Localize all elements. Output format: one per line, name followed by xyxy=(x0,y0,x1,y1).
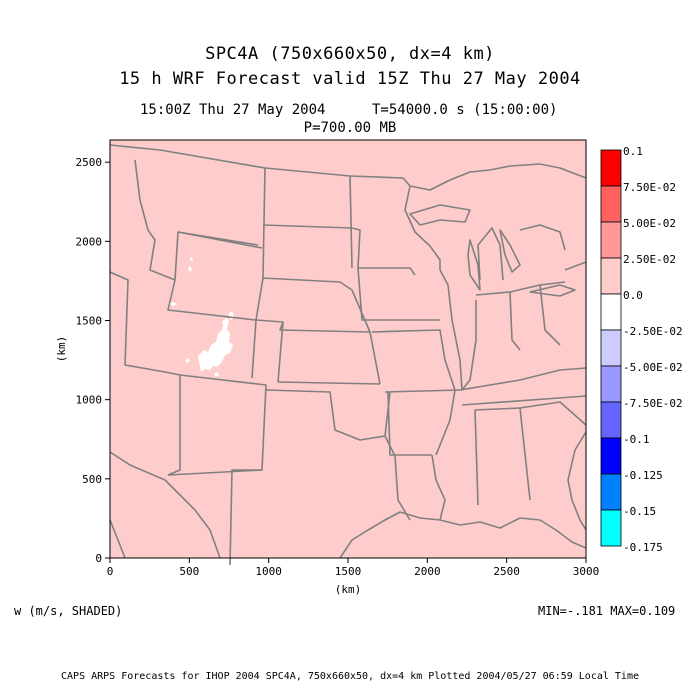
colorbar-label: -0.1 xyxy=(623,433,650,446)
colorbar-label: -7.50E-02 xyxy=(623,397,683,410)
footer-credit: CAPS ARPS Forecasts for IHOP 2004 SPC4A,… xyxy=(61,671,639,682)
chart-title: SPC4A (750x660x50, dx=4 km) xyxy=(205,44,495,64)
x-tick-label: 2000 xyxy=(414,565,441,578)
colorbar-label: 0.1 xyxy=(623,145,643,158)
chart-subtitle: 15 h WRF Forecast valid 15Z Thu 27 May 2… xyxy=(119,69,581,89)
y-tick-label: 500 xyxy=(82,473,102,486)
colorbar-swatch xyxy=(600,473,622,511)
colorbar-label: 5.00E-02 xyxy=(623,217,676,230)
colorbar-swatch xyxy=(600,221,622,259)
colorbar-label: 7.50E-02 xyxy=(623,181,676,194)
colorbar-swatch xyxy=(600,149,622,187)
y-tick-label: 2000 xyxy=(76,235,103,248)
state-boundaries xyxy=(109,144,587,566)
colorbar-swatch xyxy=(600,257,622,295)
x-tick-label: 2500 xyxy=(493,565,520,578)
y-tick-label: 0 xyxy=(95,552,102,565)
y-tick-label: 2500 xyxy=(76,156,103,169)
x-tick-label: 1500 xyxy=(335,565,362,578)
axes: 0 500 1000 1500 2000 2500 3000 0 500 1000 1500 2000… xyxy=(55,156,599,596)
colorbar-swatch xyxy=(600,509,622,547)
min-max-label: MIN=-.181 MAX=0.109 xyxy=(538,604,676,618)
colorbar-swatch xyxy=(600,365,622,403)
x-tick-label: 500 xyxy=(179,565,199,578)
valid-time-label: 15:00Z Thu 27 May 2004 xyxy=(140,102,326,118)
colorbar-label: 2.50E-02 xyxy=(623,253,676,266)
x-tick-label: 3000 xyxy=(573,565,600,578)
colorbar-swatch xyxy=(600,401,622,439)
colorbar-label: -2.50E-02 xyxy=(623,325,683,338)
colorbar-label: -0.125 xyxy=(623,469,663,482)
pressure-level-label: P=700.00 MB xyxy=(303,120,397,136)
colorbar-swatch xyxy=(600,185,622,223)
y-tick-label: 1000 xyxy=(76,394,103,407)
colorbar-label: 0.0 xyxy=(623,289,643,302)
colorbar-label: -0.15 xyxy=(623,505,656,518)
colorbar-label: -5.00E-02 xyxy=(623,361,683,374)
colorbar-swatch xyxy=(600,293,622,331)
variable-label: w (m/s, SHADED) xyxy=(14,604,123,618)
colorbar-swatch xyxy=(600,437,622,475)
colorbar: 0.1 7.50E-02 5.00E-02 2.50E-02 0.0 -2.50E-02 -… xyxy=(600,145,683,554)
y-axis-label: (km) xyxy=(55,336,68,363)
y-tick-label: 1500 xyxy=(76,315,103,328)
negative-w-patches xyxy=(168,257,234,377)
x-tick-label: 1000 xyxy=(255,565,282,578)
field-shading xyxy=(110,140,586,558)
model-time-label: T=54000.0 s (15:00:00) xyxy=(372,102,558,118)
colorbar-label: -0.175 xyxy=(623,541,663,554)
colorbar-swatch xyxy=(600,329,622,367)
x-axis-label: (km) xyxy=(335,583,362,596)
x-tick-label: 0 xyxy=(107,565,114,578)
